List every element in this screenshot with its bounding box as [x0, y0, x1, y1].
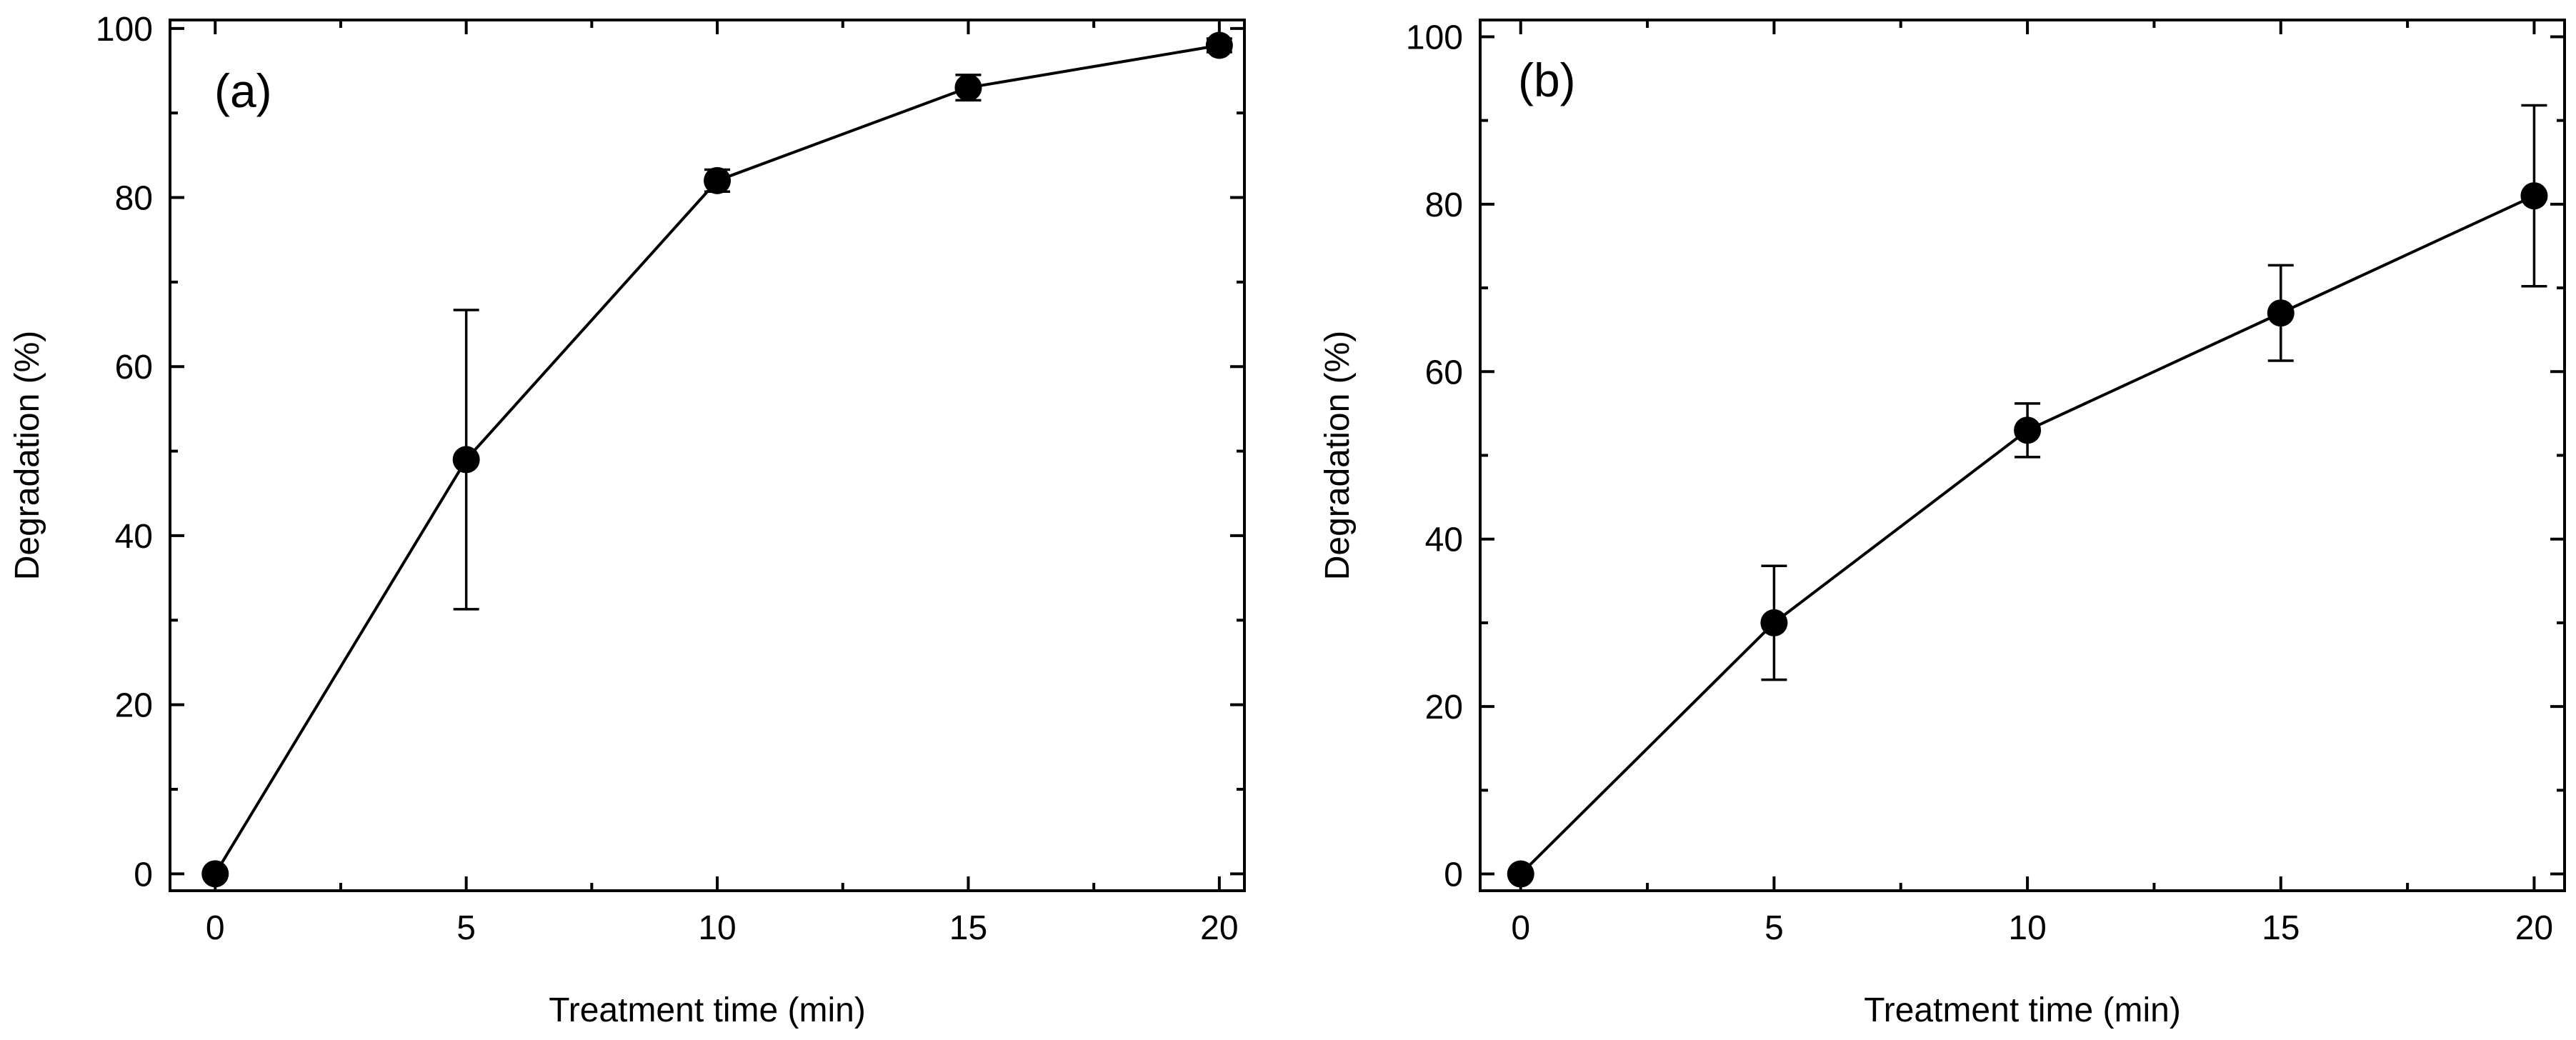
- x-axis-title: Treatment time (min): [549, 991, 866, 1029]
- data-point: [2014, 416, 2042, 444]
- y-tick-label: 20: [1425, 689, 1463, 726]
- panel-label: (b): [1518, 54, 1576, 106]
- y-tick-label: 0: [134, 856, 153, 894]
- plot-frame: [169, 19, 1246, 892]
- y-tick-label: 100: [96, 11, 153, 49]
- y-tick-label: 60: [1425, 354, 1463, 391]
- y-tick-label: 40: [1425, 521, 1463, 559]
- x-tick-label: 15: [2262, 909, 2300, 947]
- y-axis-title: Degradation (%): [1319, 331, 1357, 581]
- y-tick-label: 40: [115, 518, 153, 556]
- x-tick-label: 15: [949, 909, 987, 947]
- data-point: [1205, 31, 1233, 59]
- y-tick-label: 80: [1425, 186, 1463, 224]
- y-axis-title: Degradation (%): [9, 331, 46, 581]
- chart-panel-a: 0 5 10 15 20 0 20 40 60 80 100 Treatment time (min)…: [9, 11, 1246, 1029]
- x-tick-label: 10: [698, 909, 736, 947]
- data-point: [2267, 299, 2295, 327]
- data-point: [1507, 860, 1534, 888]
- data-point: [1760, 609, 1788, 636]
- x-tick-label: 0: [1511, 909, 1530, 947]
- x-tick-label: 10: [2008, 909, 2046, 947]
- chart-panel-b: 0 5 10 15 20 0 20 40 60 80 100 Treatment time (min)…: [1319, 19, 2566, 1029]
- y-tick-label: 100: [1406, 19, 1463, 56]
- y-tick-label: 80: [115, 180, 153, 218]
- x-tick-label: 5: [1764, 909, 1784, 947]
- data-point: [201, 860, 229, 888]
- y-tick-label: 0: [1444, 856, 1463, 894]
- data-point: [954, 74, 982, 101]
- data-point: [704, 166, 732, 194]
- y-tick-label: 60: [115, 349, 153, 386]
- panel-label: (a): [214, 64, 272, 117]
- y-tick-label: 20: [115, 687, 153, 725]
- x-tick-label: 5: [456, 909, 476, 947]
- plot-frame: [1479, 19, 2566, 892]
- x-tick-label: 0: [206, 909, 225, 947]
- data-point: [2520, 182, 2548, 210]
- x-axis-title: Treatment time (min): [1864, 991, 2181, 1029]
- x-tick-label: 20: [1200, 909, 1238, 947]
- series-line: [1519, 194, 2535, 875]
- x-tick-label: 20: [2515, 909, 2553, 947]
- data-point: [452, 446, 480, 474]
